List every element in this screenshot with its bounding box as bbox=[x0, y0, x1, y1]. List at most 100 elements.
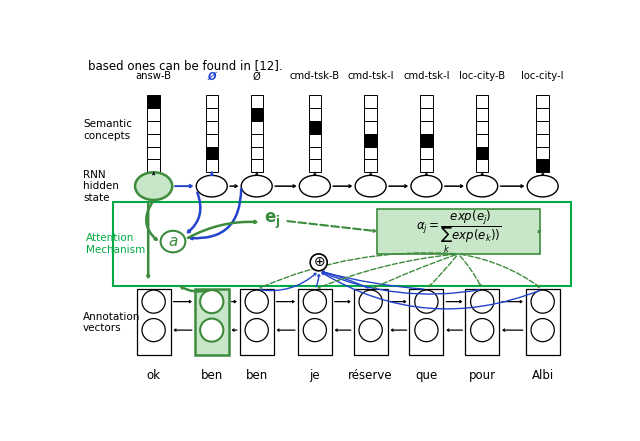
Bar bbox=[147, 146, 160, 160]
Bar bbox=[476, 160, 488, 172]
Text: réserve: réserve bbox=[348, 369, 393, 381]
Ellipse shape bbox=[303, 290, 326, 313]
Ellipse shape bbox=[531, 290, 554, 313]
Ellipse shape bbox=[303, 318, 326, 342]
Text: based ones can be found in [12].: based ones can be found in [12]. bbox=[88, 59, 282, 72]
Ellipse shape bbox=[196, 176, 227, 197]
Ellipse shape bbox=[359, 290, 382, 313]
Bar bbox=[239, 289, 274, 355]
Text: ben: ben bbox=[200, 369, 223, 381]
Bar bbox=[308, 108, 321, 121]
Ellipse shape bbox=[411, 176, 442, 197]
Ellipse shape bbox=[527, 176, 558, 197]
Bar bbox=[536, 134, 549, 146]
Text: que: que bbox=[415, 369, 438, 381]
Text: $\alpha_j = \dfrac{exp(e_j)}{\sum_k exp(e_k))}$: $\alpha_j = \dfrac{exp(e_j)}{\sum_k exp(… bbox=[415, 209, 501, 254]
Bar bbox=[147, 121, 160, 134]
Bar bbox=[476, 146, 488, 160]
Ellipse shape bbox=[241, 176, 272, 197]
Bar bbox=[536, 108, 549, 121]
Bar bbox=[476, 134, 488, 146]
Bar bbox=[476, 121, 488, 134]
Bar bbox=[476, 95, 488, 108]
Bar bbox=[250, 95, 263, 108]
Bar bbox=[147, 95, 160, 108]
Ellipse shape bbox=[359, 318, 382, 342]
Bar bbox=[308, 95, 321, 108]
Bar bbox=[147, 160, 160, 172]
Bar bbox=[205, 146, 218, 160]
Text: a: a bbox=[168, 234, 178, 249]
Bar bbox=[250, 146, 263, 160]
Bar bbox=[308, 146, 321, 160]
Bar bbox=[113, 202, 572, 286]
Bar bbox=[136, 289, 171, 355]
Bar bbox=[147, 108, 160, 121]
Bar bbox=[525, 289, 560, 355]
Ellipse shape bbox=[135, 172, 172, 200]
Ellipse shape bbox=[142, 290, 165, 313]
Bar bbox=[465, 289, 499, 355]
Bar bbox=[250, 134, 263, 146]
Text: cmd-tsk-I: cmd-tsk-I bbox=[348, 71, 394, 82]
Bar bbox=[205, 108, 218, 121]
Text: Ø: Ø bbox=[207, 71, 216, 82]
Ellipse shape bbox=[470, 318, 494, 342]
Text: Annotation
vectors: Annotation vectors bbox=[83, 312, 140, 333]
Bar bbox=[536, 95, 549, 108]
Ellipse shape bbox=[200, 318, 223, 342]
Ellipse shape bbox=[310, 254, 327, 271]
Bar bbox=[420, 160, 433, 172]
Bar bbox=[364, 160, 377, 172]
Bar bbox=[298, 289, 332, 355]
Bar bbox=[308, 121, 321, 134]
Text: cmd-tsk-I: cmd-tsk-I bbox=[403, 71, 450, 82]
Bar bbox=[205, 121, 218, 134]
Text: Ø: Ø bbox=[253, 71, 260, 82]
Text: $\mathbf{e_j}$: $\mathbf{e_j}$ bbox=[264, 211, 280, 231]
Text: je: je bbox=[310, 369, 320, 381]
Text: answ-B: answ-B bbox=[136, 71, 172, 82]
Ellipse shape bbox=[531, 318, 554, 342]
Ellipse shape bbox=[142, 318, 165, 342]
Text: Semantic
concepts: Semantic concepts bbox=[83, 119, 132, 141]
Text: cmd-tsk-B: cmd-tsk-B bbox=[290, 71, 340, 82]
Ellipse shape bbox=[415, 318, 438, 342]
Bar bbox=[420, 95, 433, 108]
Text: loc-city-B: loc-city-B bbox=[459, 71, 506, 82]
Bar bbox=[364, 95, 377, 108]
Text: ok: ok bbox=[147, 369, 161, 381]
Bar bbox=[476, 108, 488, 121]
Bar bbox=[364, 134, 377, 146]
Bar bbox=[205, 160, 218, 172]
Bar bbox=[353, 289, 388, 355]
Text: $\oplus$: $\oplus$ bbox=[312, 255, 325, 269]
Text: Attention
Mechanism: Attention Mechanism bbox=[86, 233, 145, 255]
Bar bbox=[250, 160, 263, 172]
Text: loc-city-I: loc-city-I bbox=[522, 71, 564, 82]
Text: RNN
hidden
state: RNN hidden state bbox=[83, 169, 119, 203]
Ellipse shape bbox=[245, 318, 268, 342]
Bar bbox=[377, 209, 540, 254]
Bar bbox=[205, 134, 218, 146]
Bar bbox=[195, 289, 229, 355]
Bar bbox=[536, 121, 549, 134]
Bar bbox=[205, 95, 218, 108]
Bar bbox=[410, 289, 444, 355]
Text: ben: ben bbox=[246, 369, 268, 381]
Ellipse shape bbox=[245, 290, 268, 313]
Bar bbox=[308, 134, 321, 146]
Bar bbox=[308, 160, 321, 172]
Bar bbox=[536, 146, 549, 160]
Ellipse shape bbox=[161, 231, 186, 252]
Bar bbox=[364, 108, 377, 121]
Ellipse shape bbox=[355, 176, 386, 197]
Bar bbox=[536, 160, 549, 172]
Bar bbox=[364, 121, 377, 134]
Bar bbox=[147, 134, 160, 146]
Ellipse shape bbox=[300, 176, 330, 197]
Ellipse shape bbox=[467, 176, 498, 197]
Text: pour: pour bbox=[468, 369, 496, 381]
Bar bbox=[250, 108, 263, 121]
Bar bbox=[364, 146, 377, 160]
